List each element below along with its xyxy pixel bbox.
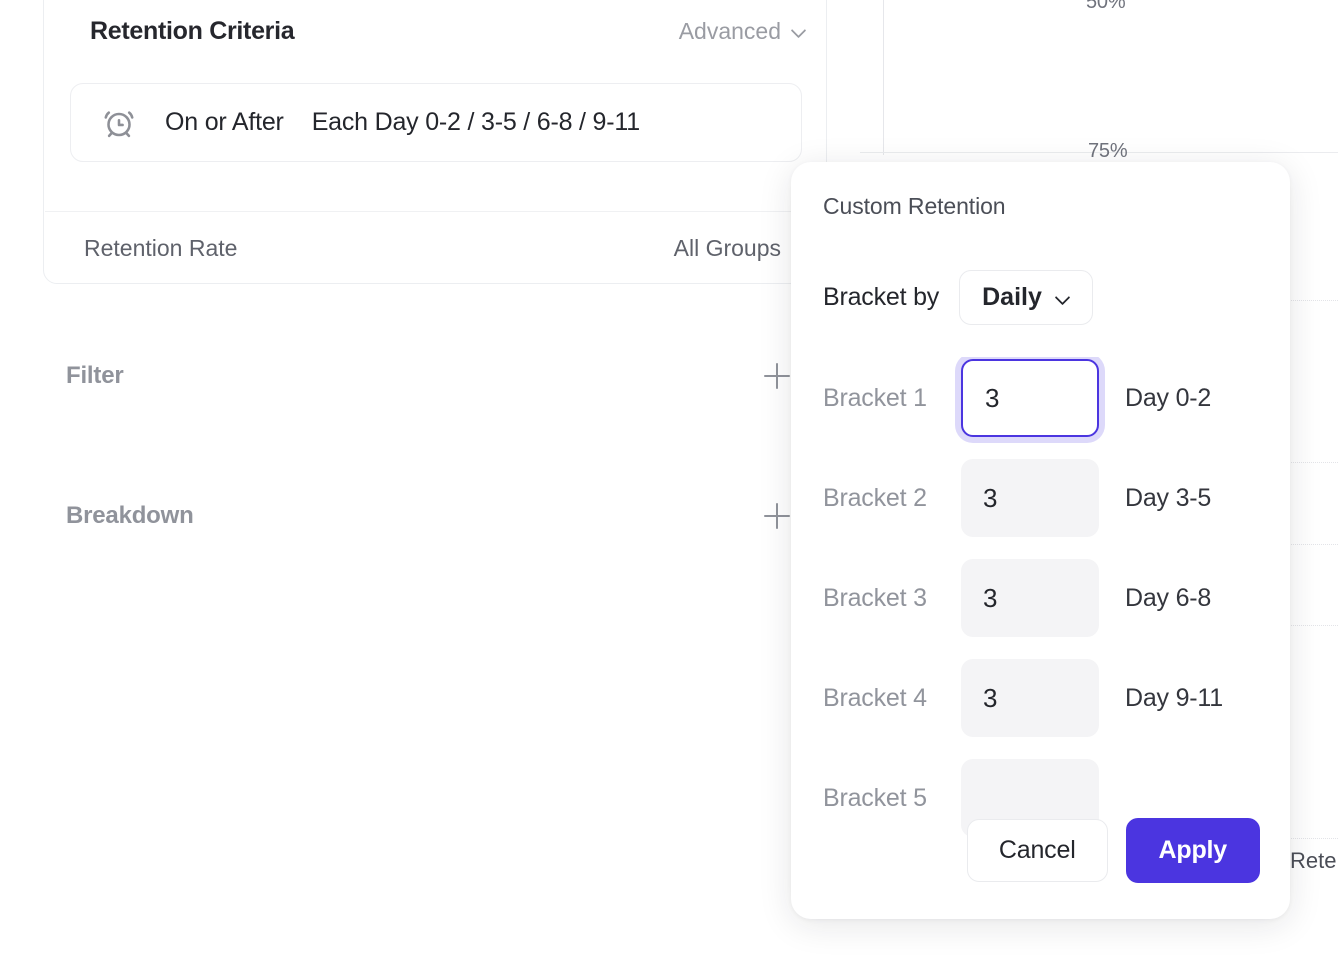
bracket-by-dropdown[interactable]: Daily [959, 270, 1093, 325]
chart-y-axis-line [883, 0, 884, 155]
bracket-by-label: Bracket by [823, 283, 940, 311]
breakdown-section: Breakdown [66, 499, 790, 533]
apply-button[interactable]: Apply [1125, 818, 1260, 883]
criteria-operator: On or After [165, 108, 284, 136]
bracket-range-label: Day 3-5 [1125, 483, 1212, 512]
bracket-row: Bracket 4 3 Day 9-11 [823, 657, 1263, 739]
add-breakdown-plus-icon[interactable] [764, 503, 790, 529]
add-filter-plus-icon[interactable] [764, 363, 790, 389]
all-groups-dropdown-label: All Groups [673, 234, 781, 261]
bracket-label: Bracket 5 [823, 783, 927, 812]
filter-section: Filter [66, 359, 790, 393]
advanced-dropdown[interactable]: Advanced [679, 18, 806, 45]
alarm-clock-icon [104, 110, 134, 137]
bracket-label: Bracket 4 [823, 683, 927, 712]
chart-ytick-label: 50% [1086, 0, 1126, 13]
bracket-label: Bracket 2 [823, 483, 927, 512]
bracket-size-input[interactable]: 3 [961, 559, 1099, 637]
chart-axis-partial-label: Rete [1290, 848, 1337, 873]
bracket-row: Bracket 2 3 Day 3-5 [823, 457, 1263, 539]
bracket-by-row: Bracket by Daily [823, 270, 1093, 325]
popup-action-buttons: Cancel Apply [966, 818, 1260, 883]
chart-gridline [860, 152, 1338, 153]
bracket-size-input[interactable]: 3 [961, 659, 1099, 737]
custom-retention-popup: Custom Retention Bracket by Daily Bracke… [791, 162, 1290, 919]
bracket-size-input[interactable]: 3 [961, 359, 1099, 437]
popup-title: Custom Retention [823, 193, 1006, 219]
retention-criteria-chip[interactable]: On or After Each Day 0-2 / 3-5 / 6-8 / 9… [70, 83, 802, 162]
page-title: Retention Criteria [90, 16, 295, 45]
chevron-down-icon [1056, 291, 1070, 305]
cancel-button[interactable]: Cancel [966, 819, 1108, 882]
chart-ytick-label: 75% [1088, 140, 1128, 162]
advanced-dropdown-label: Advanced [678, 17, 781, 44]
bracket-row: Bracket 3 3 Day 6-8 [823, 557, 1263, 639]
card-header: Retention Criteria Advanced [44, 1, 828, 61]
bracket-range-label: Day 9-11 [1125, 683, 1223, 712]
bracket-label: Bracket 1 [823, 383, 927, 412]
all-groups-dropdown[interactable]: All Groups [674, 235, 806, 262]
criteria-value: Each Day 0-2 / 3-5 / 6-8 / 9-11 [311, 108, 640, 136]
bracket-size-input[interactable]: 3 [961, 459, 1099, 537]
retention-rate-label: Retention Rate [84, 234, 238, 261]
card-divider [45, 211, 827, 212]
filter-section-title: Filter [66, 362, 124, 389]
chevron-down-icon [792, 24, 806, 38]
retention-criteria-card: Retention Criteria Advanced On or After … [43, 0, 827, 284]
retention-rate-row: Retention Rate All Groups [44, 212, 828, 284]
bracket-range-label: Day 6-8 [1125, 583, 1212, 612]
bracket-label: Bracket 3 [823, 583, 927, 612]
bracket-by-dropdown-value: Daily [982, 283, 1042, 311]
bracket-row: Bracket 1 3 Day 0-2 [823, 357, 1263, 439]
bracket-range-label: Day 0-2 [1125, 383, 1212, 412]
breakdown-section-title: Breakdown [66, 502, 194, 529]
